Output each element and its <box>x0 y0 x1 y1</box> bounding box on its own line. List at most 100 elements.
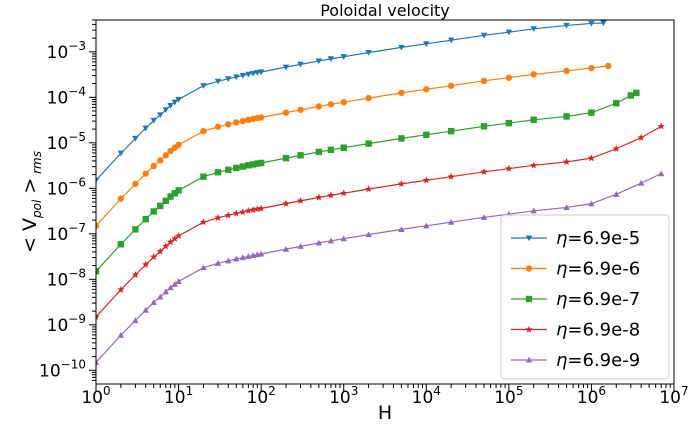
y-tick-labels: 10−10 10−9 10−8 10−7 10−6 10−5 10−4 10−3 <box>39 39 86 381</box>
data-point <box>257 114 265 121</box>
y-tick-label: 10−4 <box>47 84 86 108</box>
data-point <box>297 106 304 114</box>
data-point <box>225 166 232 174</box>
data-point <box>96 177 100 184</box>
data-point <box>447 82 455 89</box>
x-tick-labels: 100 101 102 103 104 105 106 107 <box>81 384 688 408</box>
legend-label: η=6.9e-9 <box>556 350 640 371</box>
data-point <box>398 226 405 232</box>
data-point <box>131 271 140 278</box>
data-point <box>214 169 222 176</box>
data-point <box>175 141 182 149</box>
data-point <box>340 189 348 197</box>
data-point <box>156 247 164 255</box>
data-point <box>214 78 222 85</box>
data-point <box>563 113 570 120</box>
data-point <box>633 89 640 97</box>
data-point <box>239 73 247 79</box>
data-point <box>447 37 455 44</box>
data-point <box>588 64 595 72</box>
data-point <box>327 56 335 63</box>
legend-entry: η=6.9e-6 <box>511 259 640 280</box>
data-point <box>245 253 252 259</box>
y-axis-label-sub1: pol <box>30 199 44 219</box>
data-point <box>397 180 406 187</box>
data-point <box>282 199 290 207</box>
series-4 <box>96 122 665 320</box>
data-point <box>233 74 240 81</box>
data-point <box>365 140 372 147</box>
data-point <box>117 332 125 338</box>
data-point <box>530 26 537 33</box>
data-point <box>365 231 372 238</box>
data-point <box>214 213 222 221</box>
data-point <box>423 222 430 229</box>
data-point <box>315 239 323 246</box>
data-point <box>398 89 405 97</box>
y-tick-label: 10−3 <box>47 39 86 63</box>
data-point <box>282 245 290 252</box>
series-5 <box>96 170 665 365</box>
legend-box <box>500 214 670 380</box>
data-point <box>117 241 125 248</box>
data-point <box>340 144 347 151</box>
data-point <box>162 288 169 295</box>
data-point <box>171 99 178 106</box>
data-point <box>422 176 430 184</box>
data-point <box>117 285 125 293</box>
data-point <box>505 119 513 127</box>
y-tick-label: 10−6 <box>47 175 86 199</box>
data-point <box>447 127 455 135</box>
x-tick-label: 103 <box>329 384 358 408</box>
y-tick-label: 10−7 <box>47 221 86 245</box>
legend-marker <box>525 356 533 363</box>
data-point <box>167 102 174 109</box>
plot-frame <box>95 19 675 385</box>
data-point <box>398 135 405 142</box>
data-point <box>117 195 125 202</box>
data-point <box>398 44 405 51</box>
data-point <box>142 306 149 313</box>
data-point <box>150 253 158 261</box>
x-tick-label: 104 <box>412 384 441 408</box>
data-point <box>505 74 513 81</box>
data-point <box>96 222 100 229</box>
data-point <box>423 131 430 138</box>
legend-marker <box>525 295 533 303</box>
data-point <box>447 172 455 180</box>
data-point <box>613 191 620 197</box>
data-point <box>423 86 430 93</box>
data-point <box>142 260 150 268</box>
data-point <box>96 312 100 320</box>
data-point <box>232 209 240 217</box>
data-point <box>254 160 261 167</box>
data-point <box>340 99 347 106</box>
data-point <box>162 242 170 250</box>
data-point <box>200 83 207 89</box>
legend-entry: η=6.9e-7 <box>511 289 640 310</box>
data-point <box>327 237 335 244</box>
data-point <box>224 211 232 219</box>
legend-marker <box>525 265 533 272</box>
series-3 <box>96 89 640 275</box>
series-2 <box>96 62 612 229</box>
data-point <box>480 77 488 85</box>
data-point <box>162 107 169 114</box>
data-point <box>171 190 178 197</box>
data-point <box>132 135 139 142</box>
y-tick-label: 10−8 <box>47 266 86 290</box>
data-point <box>150 117 157 124</box>
data-point <box>142 170 149 177</box>
data-point <box>257 250 265 257</box>
data-point <box>157 157 164 164</box>
data-point <box>563 204 570 210</box>
data-point <box>327 146 335 154</box>
legend-label: η=6.9e-7 <box>556 289 640 310</box>
data-point <box>96 359 100 365</box>
data-point <box>505 29 513 36</box>
data-point <box>225 76 232 83</box>
data-point <box>166 238 175 246</box>
data-point <box>249 206 257 213</box>
data-point <box>587 154 596 162</box>
data-point <box>175 278 182 284</box>
